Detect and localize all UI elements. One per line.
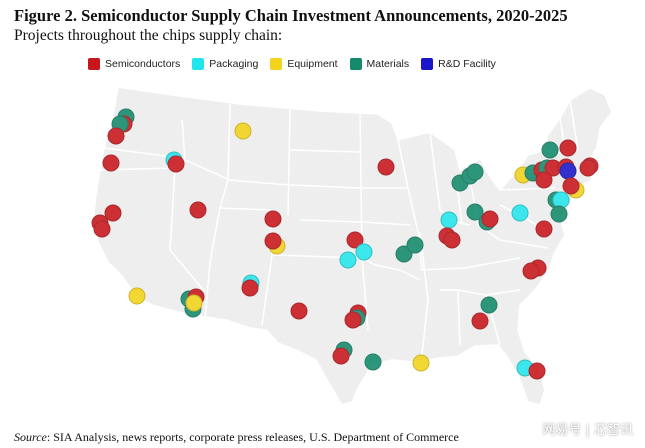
marker-semiconductors: [535, 220, 553, 238]
marker-semiconductors: [443, 231, 461, 249]
marker-equipment: [412, 354, 430, 372]
legend-label: Semiconductors: [105, 58, 181, 70]
source-label: Source: [14, 430, 47, 444]
marker-semiconductors: [107, 127, 125, 145]
marker-semiconductors: [528, 362, 546, 380]
marker-rd-facility: [559, 162, 577, 180]
marker-equipment: [128, 287, 146, 305]
legend-swatch: [349, 58, 362, 70]
marker-semiconductors: [102, 154, 120, 172]
marker-semiconductors: [471, 312, 489, 330]
figure-title: Figure 2. Semiconductor Supply Chain Inv…: [14, 6, 568, 25]
marker-packaging: [511, 204, 529, 222]
figure-subtitle: Projects throughout the chips supply cha…: [14, 27, 283, 44]
marker-materials: [466, 163, 484, 181]
legend-item-rd-facility: R&D Facility: [421, 58, 496, 70]
marker-semiconductors: [346, 231, 364, 249]
investment-markers: [91, 108, 599, 380]
marker-materials: [541, 141, 559, 159]
legend-swatch: [88, 58, 100, 70]
legend-label: Materials: [366, 58, 410, 70]
marker-materials: [480, 296, 498, 314]
marker-semiconductors: [535, 171, 553, 189]
legend-swatch: [421, 58, 434, 70]
marker-semiconductors: [189, 201, 207, 219]
marker-semiconductors: [344, 311, 362, 329]
marker-packaging: [552, 191, 570, 209]
legend-swatch: [270, 58, 283, 70]
marker-packaging: [355, 243, 373, 261]
marker-materials: [395, 245, 413, 263]
marker-semiconductors: [559, 139, 577, 157]
marker-semiconductors: [264, 210, 282, 228]
state-borders: [99, 99, 579, 356]
legend-item-materials: Materials: [349, 58, 410, 70]
marker-materials: [364, 353, 382, 371]
marker-semiconductors: [241, 279, 259, 297]
legend-swatch: [192, 58, 205, 70]
legend-item-semiconductors: Semiconductors: [88, 58, 180, 70]
marker-semiconductors: [104, 204, 122, 222]
source-text: : SIA Analysis, news reports, corporate …: [46, 430, 459, 444]
legend-label: Equipment: [287, 58, 338, 70]
marker-packaging: [339, 251, 357, 269]
marker-semiconductors: [332, 347, 350, 365]
marker-semiconductors: [562, 177, 580, 195]
legend-item-equipment: Equipment: [270, 58, 338, 70]
marker-semiconductors: [93, 220, 111, 238]
marker-materials: [406, 236, 424, 254]
legend-label: R&D Facility: [438, 58, 496, 70]
legend: Semiconductors Packaging Equipment Mater…: [88, 58, 508, 70]
marker-equipment: [185, 294, 203, 312]
us-map: [91, 86, 613, 406]
legend-label: Packaging: [209, 58, 259, 70]
marker-semiconductors: [481, 210, 499, 228]
source-note: Source: SIA Analysis, news reports, corp…: [14, 430, 459, 445]
marker-semiconductors: [290, 302, 308, 320]
watermark: 网易号 | 芯智讯: [542, 423, 633, 438]
marker-packaging: [440, 211, 458, 229]
marker-semiconductors: [167, 155, 185, 173]
marker-materials: [550, 205, 568, 223]
marker-semiconductors: [522, 262, 540, 280]
marker-materials: [466, 203, 484, 221]
legend-item-packaging: Packaging: [192, 58, 258, 70]
marker-semiconductors: [377, 158, 395, 176]
marker-equipment: [234, 122, 252, 140]
marker-semiconductors: [264, 232, 282, 250]
marker-semiconductors: [579, 159, 597, 177]
